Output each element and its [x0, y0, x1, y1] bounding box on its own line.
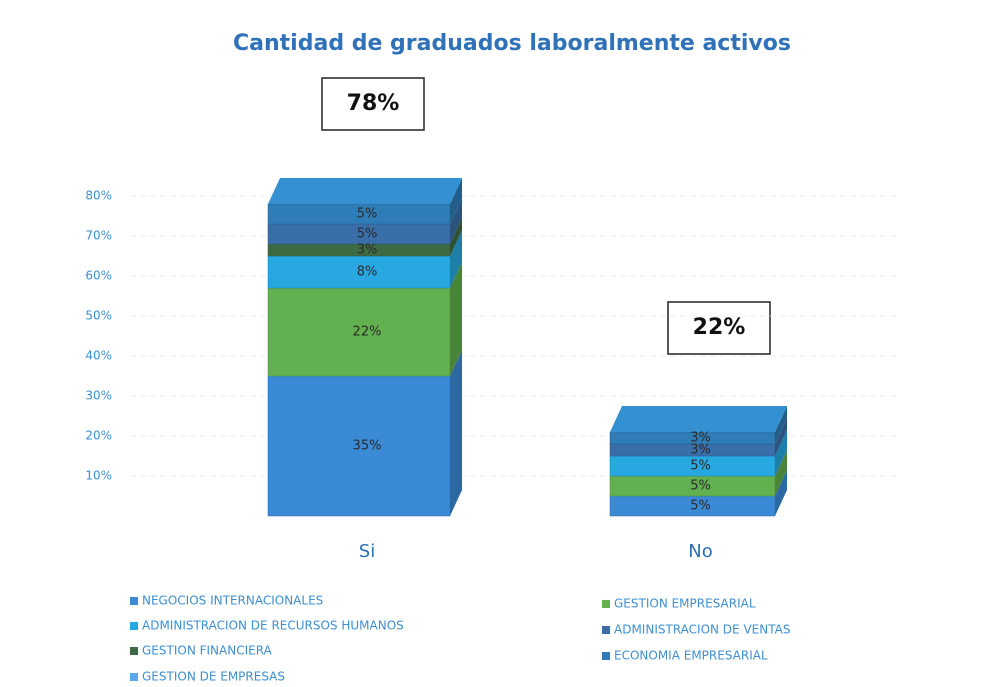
bar-side — [450, 350, 462, 516]
data-label: 5% — [357, 207, 378, 222]
data-label: 8% — [357, 265, 378, 280]
legend-label: ADMINISTRACION DE VENTAS — [614, 623, 790, 637]
data-label: 3% — [690, 431, 711, 446]
bar-side — [775, 450, 787, 496]
bar-side — [450, 198, 462, 244]
y-tick-label: 70% — [85, 229, 112, 243]
data-label: 5% — [690, 499, 711, 514]
chart-title: Cantidad de graduados laboralmente activ… — [233, 31, 791, 56]
bar-side — [450, 218, 462, 256]
data-label: 3% — [357, 243, 378, 258]
data-label: 3% — [690, 443, 711, 458]
total-label: 22% — [693, 315, 746, 340]
bar-side — [775, 470, 787, 516]
bar-top — [268, 178, 462, 204]
data-label: 22% — [353, 325, 382, 340]
y-tick-label: 40% — [85, 349, 112, 363]
bar-segment — [267, 375, 451, 517]
bar-segment — [267, 255, 451, 289]
legend-swatch — [130, 647, 138, 655]
y-tick-label: 20% — [85, 429, 112, 443]
bar-side — [775, 406, 787, 444]
legend-swatch — [130, 622, 138, 630]
x-tick-label: No — [688, 541, 712, 562]
total-label: 78% — [347, 91, 400, 116]
data-label: 5% — [690, 459, 711, 474]
bar-side — [775, 430, 787, 476]
y-tick-label: 30% — [85, 389, 112, 403]
legend-label: ECONOMIA EMPRESARIAL — [614, 649, 768, 663]
legend-swatch — [602, 626, 610, 634]
legend-label: NEGOCIOS INTERNACIONALES — [142, 594, 323, 608]
bar-side — [450, 230, 462, 288]
legend-swatch — [130, 597, 138, 605]
y-tick-label: 60% — [85, 269, 112, 283]
data-label: 35% — [353, 439, 382, 454]
y-tick-label: 50% — [85, 309, 112, 323]
legend-label: GESTION EMPRESARIAL — [614, 597, 756, 611]
legend-swatch — [130, 673, 138, 681]
data-label: 5% — [690, 479, 711, 494]
bar-side — [450, 178, 462, 224]
x-tick-label: Si — [359, 541, 375, 562]
total-box — [667, 301, 771, 355]
legend-label: GESTION FINANCIERA — [142, 644, 273, 658]
legend-label: ADMINISTRACION DE RECURSOS HUMANOS — [142, 619, 404, 633]
data-label: 5% — [357, 227, 378, 242]
bar-side — [775, 418, 787, 456]
y-tick-label: 10% — [85, 469, 112, 483]
legend-swatch — [602, 652, 610, 660]
y-tick-label: 80% — [85, 189, 112, 203]
legend-swatch — [602, 600, 610, 608]
legend-label: GESTION DE EMPRESAS — [142, 670, 285, 684]
bar-side — [450, 262, 462, 376]
bar-top — [610, 406, 787, 432]
total-box — [321, 77, 425, 131]
